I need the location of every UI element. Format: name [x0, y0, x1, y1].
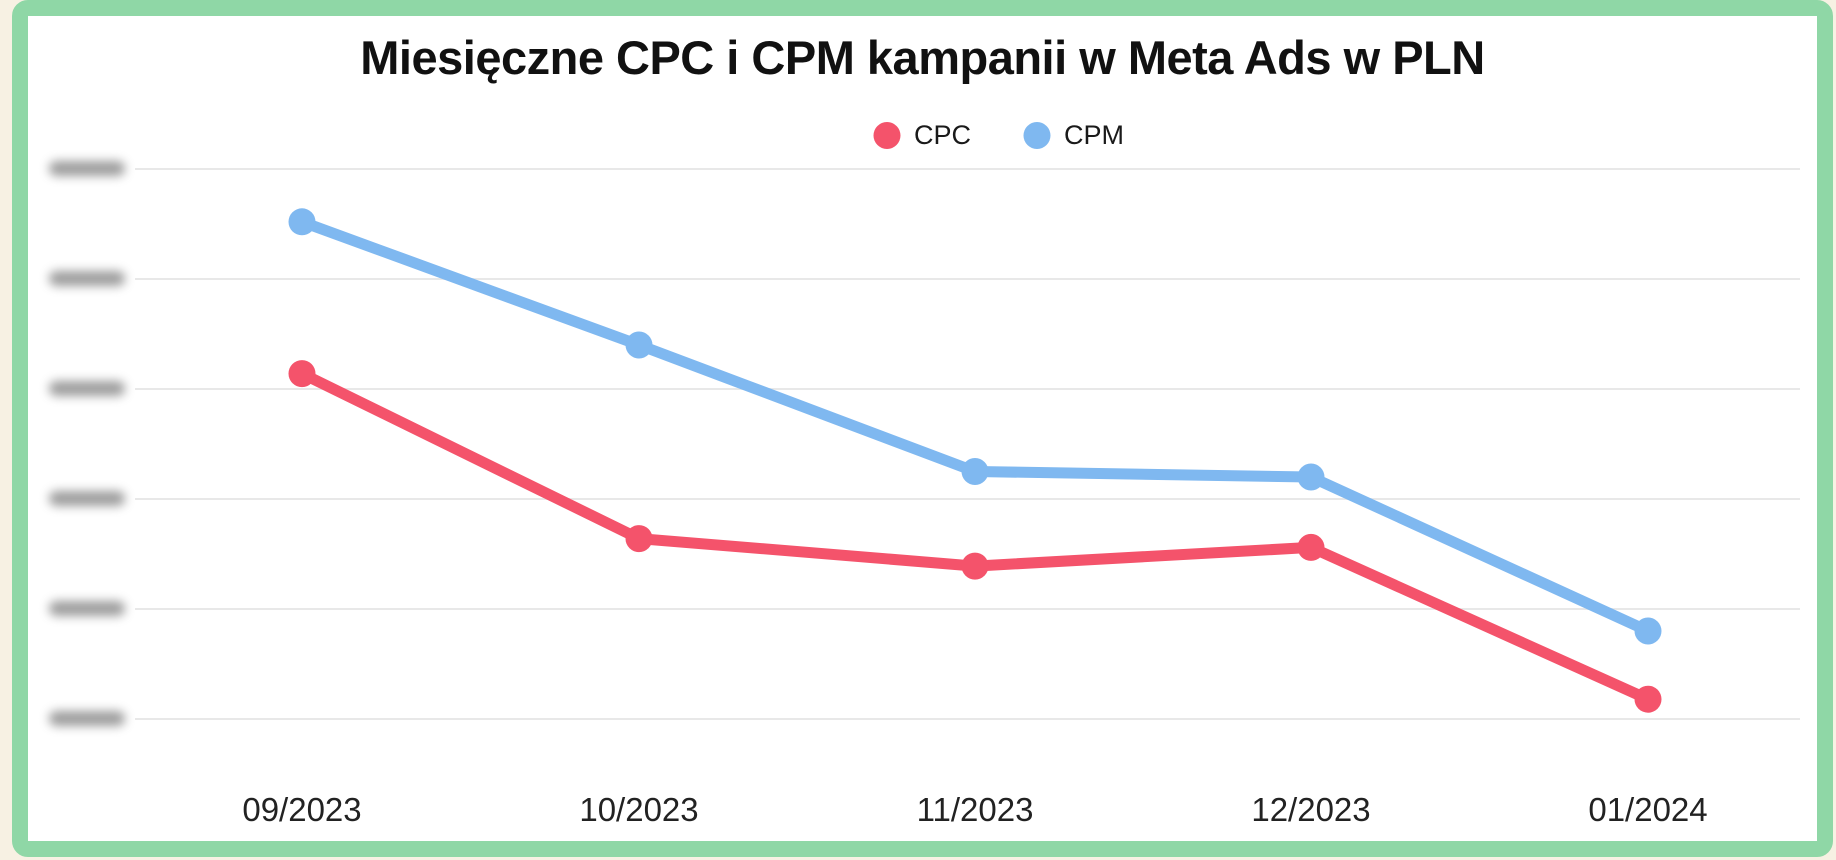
y-tick-label-redacted [49, 160, 125, 176]
data-point-cpm-12/2023 [1297, 463, 1325, 491]
data-point-cpc-11/2023 [961, 552, 989, 580]
legend-dot-cpm-icon [1023, 122, 1051, 149]
legend-item-cpc: CPC [872, 120, 972, 151]
y-tick-label-redacted [49, 600, 125, 616]
legend-label: CPM [1064, 120, 1125, 150]
data-point-cpm-09/2023 [288, 208, 316, 236]
legend: CPC CPM [872, 120, 1124, 151]
data-point-cpm-01/2024 [1634, 617, 1662, 645]
y-tick-label-redacted [49, 710, 125, 726]
chart-card: Miesięczne CPC i CPM kampanii w Meta Ads… [12, 0, 1833, 857]
x-tick-label: 09/2023 [242, 791, 362, 828]
x-tick-label: 10/2023 [579, 791, 699, 828]
data-point-cpc-12/2023 [1297, 533, 1325, 561]
legend-item-cpm: CPM [1023, 120, 1124, 151]
legend-dot-cpc-icon [872, 122, 900, 149]
data-point-cpc-09/2023 [288, 360, 316, 388]
x-tick-label: 01/2024 [1588, 791, 1708, 828]
y-tick-label-redacted [49, 270, 125, 286]
legend-label: CPC [913, 120, 972, 150]
data-point-cpm-10/2023 [625, 331, 653, 359]
x-tick-label: 12/2023 [1251, 791, 1371, 828]
x-tick-label: 11/2023 [916, 791, 1034, 828]
y-tick-label-redacted [49, 490, 125, 506]
data-point-cpc-10/2023 [625, 525, 653, 553]
chart-title: Miesięczne CPC i CPM kampanii w Meta Ads… [360, 31, 1485, 84]
data-point-cpm-11/2023 [961, 458, 989, 485]
y-tick-label-redacted [49, 380, 125, 396]
data-point-cpc-01/2024 [1634, 685, 1662, 713]
